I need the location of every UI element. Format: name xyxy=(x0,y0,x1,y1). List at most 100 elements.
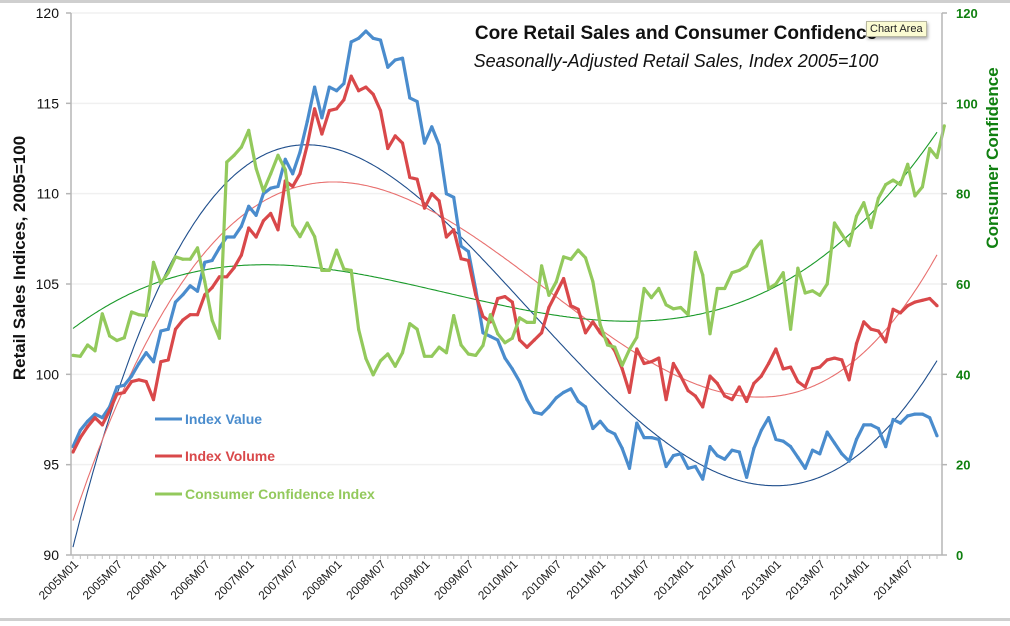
data-point xyxy=(151,260,156,264)
data-point xyxy=(635,347,639,351)
data-point xyxy=(305,143,309,147)
x-tick-label: 2006M01 xyxy=(124,557,170,603)
data-point xyxy=(276,184,280,188)
data-point xyxy=(217,246,221,250)
data-point xyxy=(247,128,251,132)
data-point xyxy=(723,394,727,398)
x-tick-label: 2014M07 xyxy=(871,557,917,603)
data-point xyxy=(935,155,939,160)
data-point xyxy=(876,196,881,200)
data-point xyxy=(357,327,361,331)
legend-item-index-value[interactable]: Index Value xyxy=(155,411,262,427)
x-tick-label: 2012M07 xyxy=(695,557,741,603)
x-tick-label: 2012M01 xyxy=(651,557,697,603)
data-point xyxy=(452,228,456,232)
left-tick-label: 115 xyxy=(37,95,60,111)
left-axis-title: Retail Sales Indices, 2005=100 xyxy=(10,136,29,380)
data-point xyxy=(86,425,90,429)
data-point xyxy=(452,314,456,318)
data-point xyxy=(137,313,141,317)
data-point xyxy=(166,327,170,331)
data-point xyxy=(715,454,719,458)
series-points-index-volume xyxy=(71,74,939,454)
data-point xyxy=(701,477,705,481)
data-point xyxy=(671,361,676,366)
x-tick-label: 2011M07 xyxy=(608,557,653,602)
data-point xyxy=(400,56,405,60)
data-point xyxy=(474,353,478,357)
data-point xyxy=(774,282,778,286)
data-point xyxy=(891,307,895,311)
legend-item-consumer-confidence[interactable]: Consumer Confidence Index xyxy=(155,486,375,502)
data-point xyxy=(825,358,829,362)
data-point xyxy=(547,405,551,409)
data-point xyxy=(920,185,925,189)
legend-item-index-volume[interactable]: Index Volume xyxy=(155,448,275,464)
data-point xyxy=(261,189,265,193)
data-point xyxy=(459,257,463,261)
data-point xyxy=(437,199,441,203)
data-point xyxy=(217,336,221,340)
data-point xyxy=(357,36,361,40)
data-point xyxy=(781,439,785,443)
data-point xyxy=(576,399,580,403)
data-point xyxy=(847,378,851,382)
data-point xyxy=(796,266,800,270)
left-tick-label: 120 xyxy=(36,5,60,21)
data-point xyxy=(71,353,75,357)
right-tick-label: 20 xyxy=(956,458,970,473)
data-point xyxy=(906,304,910,308)
data-point xyxy=(847,244,851,248)
data-point xyxy=(935,304,939,308)
x-tick-label: 2007M01 xyxy=(212,557,258,603)
data-point xyxy=(898,183,903,187)
data-point xyxy=(210,318,214,322)
data-point xyxy=(349,74,353,78)
data-point xyxy=(671,454,676,458)
data-point xyxy=(737,268,741,272)
gridlines xyxy=(71,12,942,466)
x-tick-label: 2008M07 xyxy=(343,557,389,603)
data-point xyxy=(137,361,141,366)
data-point xyxy=(891,417,895,422)
data-point xyxy=(745,399,749,403)
x-tick-label: 2009M07 xyxy=(431,557,477,603)
frame-bottom-border xyxy=(0,618,1010,621)
data-point xyxy=(291,172,295,176)
data-point xyxy=(613,432,617,436)
data-point xyxy=(408,322,412,326)
data-point xyxy=(496,338,500,342)
data-point xyxy=(335,248,339,252)
data-point xyxy=(752,248,756,252)
data-point xyxy=(840,452,844,456)
data-point xyxy=(796,455,800,459)
data-point xyxy=(269,186,273,190)
right-tick-label: 40 xyxy=(956,367,970,382)
data-point xyxy=(386,65,390,69)
data-point xyxy=(781,271,785,275)
data-point xyxy=(254,235,258,239)
data-point xyxy=(759,428,763,432)
data-point xyxy=(898,421,903,425)
data-point xyxy=(547,293,551,297)
data-point xyxy=(803,385,807,389)
data-point xyxy=(657,356,661,360)
data-point xyxy=(789,327,793,331)
data-point xyxy=(583,256,588,260)
data-point xyxy=(166,358,170,362)
data-point xyxy=(364,85,368,89)
data-point xyxy=(701,273,705,277)
series-line-consumer-confidence[interactable] xyxy=(72,125,946,377)
data-point xyxy=(93,416,97,420)
data-point xyxy=(693,394,698,398)
data-point xyxy=(459,244,463,248)
data-point xyxy=(730,271,734,275)
data-point xyxy=(554,291,558,295)
x-tick-label: 2010M01 xyxy=(475,557,521,603)
data-point xyxy=(869,327,873,331)
x-tick-label: 2006M07 xyxy=(168,557,214,603)
data-point xyxy=(313,235,317,239)
data-point xyxy=(708,332,712,336)
data-point xyxy=(173,255,178,259)
